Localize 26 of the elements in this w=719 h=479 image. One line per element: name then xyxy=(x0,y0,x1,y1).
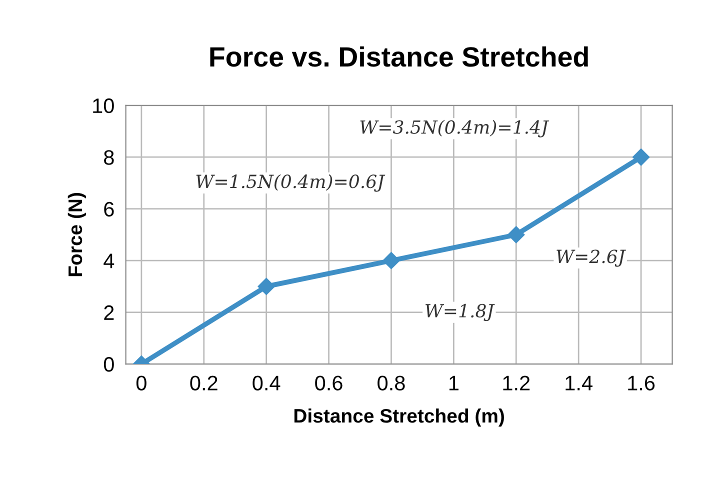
x-tick-label: 1.6 xyxy=(628,376,655,390)
x-tick-label: 0 xyxy=(136,376,146,390)
point xyxy=(632,148,650,166)
x-tick-label: 1.2 xyxy=(503,376,530,390)
x-tick-label: 0.4 xyxy=(252,376,280,390)
annotation: W=1.8J xyxy=(426,304,495,322)
point xyxy=(382,252,400,270)
x-tick-label: 0.6 xyxy=(315,376,342,390)
y-tick-label: 10 xyxy=(93,98,114,114)
y-tick-label: 2 xyxy=(104,305,114,320)
point xyxy=(258,278,275,295)
annotation: W=3.5N(0.4m)=1.4J xyxy=(360,120,550,138)
annotation: W=1.5N(0.4m)=0.6J xyxy=(196,174,386,192)
x-tick-label: 1.4 xyxy=(566,376,592,390)
x-tick-label: 1 xyxy=(449,376,458,390)
y-tick-label: 8 xyxy=(104,150,114,165)
x-axis-title: Distance Stretched (m) xyxy=(294,408,504,427)
y-tick-label: 4 xyxy=(104,254,114,268)
x-tick-label: 0.2 xyxy=(190,376,218,390)
y-tick-label: 6 xyxy=(104,202,114,217)
x-tick-label: 0.8 xyxy=(378,376,405,390)
annotation: W=2.6J xyxy=(556,250,626,267)
y-tick-label: 0 xyxy=(104,357,114,372)
y-axis-title: Force (N) xyxy=(68,193,86,276)
chart-title: Force vs. Distance Stretched xyxy=(210,46,588,67)
point xyxy=(508,226,525,244)
